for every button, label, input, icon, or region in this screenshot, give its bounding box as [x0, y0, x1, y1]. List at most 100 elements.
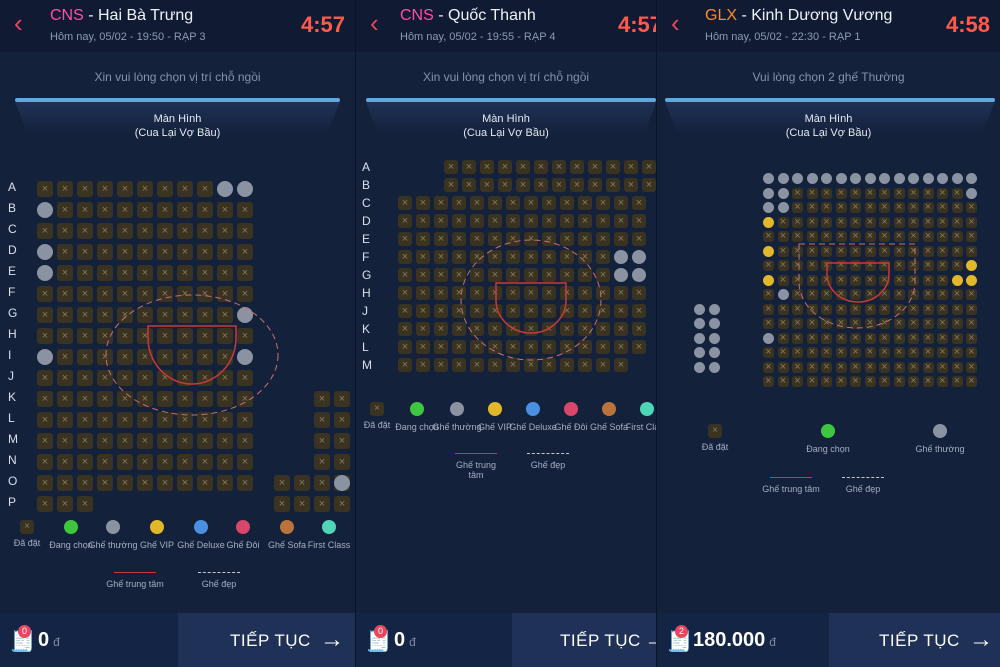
continue-button[interactable]: TIẾP TỤC →	[178, 613, 355, 667]
seat-available[interactable]	[763, 332, 774, 344]
seat-available[interactable]	[777, 289, 789, 300]
seat-available[interactable]	[614, 268, 628, 282]
legend-item: Ghế Deluxe	[176, 520, 226, 551]
seat-available[interactable]	[879, 173, 890, 184]
row-label: M	[8, 432, 18, 446]
seat-available[interactable]	[777, 187, 789, 199]
seat-booked: ×	[416, 358, 430, 372]
back-chevron-icon[interactable]: ‹	[14, 8, 23, 38]
seat-available[interactable]	[614, 250, 628, 264]
seat-vip[interactable]	[763, 216, 774, 228]
seat-available[interactable]	[632, 268, 646, 282]
seat-available[interactable]	[709, 332, 720, 344]
seat-booked: ×	[57, 433, 73, 449]
seat-booked: ×	[821, 202, 832, 213]
seat-booked: ×	[606, 160, 620, 174]
seat-booked: ×	[217, 433, 233, 449]
continue-button[interactable]: TIẾP TỤC →	[512, 613, 656, 667]
seat-booked: ×	[908, 216, 919, 228]
seat-available[interactable]	[694, 332, 705, 344]
seat-available[interactable]	[937, 173, 948, 184]
seat-booked: ×	[922, 260, 934, 271]
seat-available[interactable]	[37, 265, 53, 281]
seat-available[interactable]	[966, 173, 977, 184]
seat-available[interactable]	[792, 173, 803, 184]
seat-booked: ×	[117, 349, 133, 365]
seat-available[interactable]	[709, 361, 720, 373]
cinema-name: - Hai Bà Trưng	[83, 7, 194, 24]
seat-available[interactable]	[864, 173, 876, 184]
seat-available[interactable]	[709, 347, 720, 358]
seat-booked: ×	[197, 328, 213, 344]
seat-available[interactable]	[694, 361, 705, 373]
seat-available[interactable]	[893, 173, 905, 184]
seat-booked: ×	[606, 178, 620, 192]
seat-available[interactable]	[237, 307, 253, 323]
seat-available[interactable]	[694, 318, 705, 329]
seat-vip[interactable]	[763, 274, 774, 286]
legend-swatch	[602, 402, 616, 416]
legend-item: × Đã đặt	[690, 424, 740, 453]
seat-available[interactable]	[777, 173, 789, 184]
seat-booked: ×	[416, 268, 430, 282]
seat-available[interactable]	[777, 202, 789, 213]
seat-available[interactable]	[908, 173, 919, 184]
seat-booked: ×	[893, 289, 905, 300]
seat-available[interactable]	[951, 173, 963, 184]
legend-swatch	[410, 402, 424, 416]
seat-available[interactable]	[922, 173, 934, 184]
seat-available[interactable]	[850, 173, 861, 184]
seat-available[interactable]	[763, 202, 774, 213]
center-seats-outline	[495, 282, 567, 334]
seat-available[interactable]	[709, 303, 720, 315]
seat-available[interactable]	[334, 475, 350, 491]
seat-booked: ×	[57, 244, 73, 260]
seat-booked: ×	[37, 412, 53, 428]
seat-booked: ×	[117, 223, 133, 239]
seat-available[interactable]	[37, 202, 53, 218]
seat-available[interactable]	[835, 173, 847, 184]
seat-available[interactable]	[37, 349, 53, 365]
seat-booked: ×	[416, 196, 430, 210]
seat-booked: ×	[596, 340, 610, 354]
seat-booked: ×	[893, 376, 905, 387]
seat-booked: ×	[117, 412, 133, 428]
seat-available[interactable]	[632, 250, 646, 264]
row-label: N	[8, 453, 17, 467]
seat-available[interactable]	[763, 187, 774, 199]
seat-booked: ×	[864, 202, 876, 213]
seat-available[interactable]	[237, 181, 253, 197]
seat-booked: ×	[416, 322, 430, 336]
seat-available[interactable]	[217, 181, 233, 197]
seat-booked: ×	[792, 274, 803, 286]
continue-button[interactable]: TIẾP TỤC →	[829, 613, 1000, 667]
seat-available[interactable]	[763, 173, 774, 184]
screen-bar	[15, 98, 340, 102]
seat-booked: ×	[951, 289, 963, 300]
seat-booked: ×	[334, 496, 350, 512]
seat-available[interactable]	[709, 318, 720, 329]
back-chevron-icon[interactable]: ‹	[370, 8, 379, 38]
seat-available[interactable]	[237, 349, 253, 365]
seat-available[interactable]	[37, 244, 53, 260]
seat-vip[interactable]	[763, 245, 774, 257]
seat-booked: ×	[893, 231, 905, 242]
seat-available[interactable]	[966, 187, 977, 199]
seat-vip[interactable]	[966, 260, 977, 271]
seat-available[interactable]	[821, 173, 832, 184]
seat-vip[interactable]	[966, 274, 977, 286]
seat-booked: ×	[314, 454, 330, 470]
seat-booked: ×	[488, 232, 502, 246]
seat-booked: ×	[77, 433, 93, 449]
seat-booked: ×	[642, 178, 656, 192]
seat-available[interactable]	[806, 173, 818, 184]
seat-available[interactable]	[694, 303, 705, 315]
seat-booked: ×	[560, 250, 574, 264]
seat-booked: ×	[137, 328, 153, 344]
seat-available[interactable]	[694, 347, 705, 358]
seat-booked: ×	[314, 475, 330, 491]
seat-booked: ×	[217, 265, 233, 281]
seat-vip[interactable]	[951, 274, 963, 286]
seat-booked: ×	[922, 361, 934, 373]
back-chevron-icon[interactable]: ‹	[671, 8, 680, 38]
